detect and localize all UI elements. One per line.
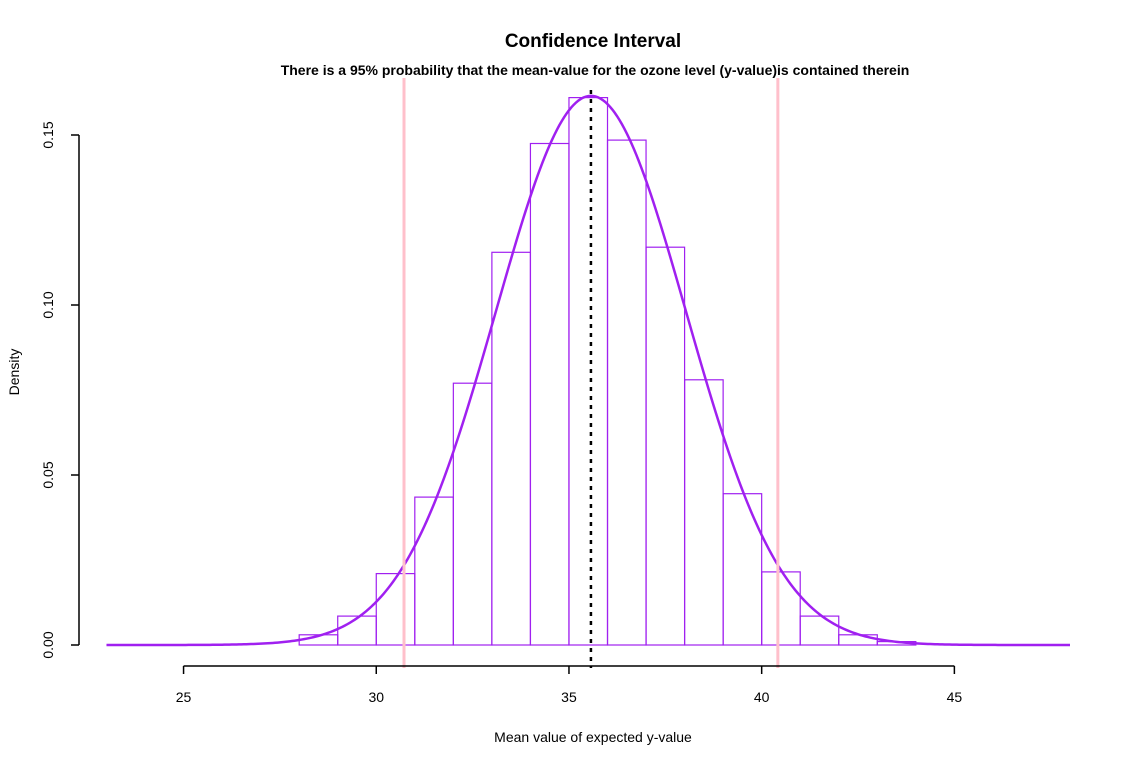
histogram-bar-12 xyxy=(761,571,801,646)
y-tick-label-0: 0.00 xyxy=(40,631,56,658)
histogram-bar-9 xyxy=(645,246,686,646)
histogram-bar-5 xyxy=(491,251,532,646)
y-tick-label-3: 0.15 xyxy=(40,121,56,148)
histogram-bar-7 xyxy=(568,96,609,646)
y-tick-label-1: 0.05 xyxy=(40,461,56,488)
histogram-bar-13 xyxy=(799,615,840,646)
histogram-bars xyxy=(298,96,917,646)
histogram-bar-8 xyxy=(606,139,647,646)
x-axis: 25 30 35 40 45 xyxy=(176,665,963,705)
x-axis-label: Mean value of expected y-value xyxy=(494,729,692,745)
x-tick-label-4: 45 xyxy=(947,689,963,705)
histogram-bar-1 xyxy=(337,615,377,646)
histogram-bar-6 xyxy=(529,142,570,646)
x-tick-label-2: 35 xyxy=(561,689,577,705)
x-tick-label-1: 30 xyxy=(368,689,384,705)
histogram-bar-2 xyxy=(375,572,416,646)
histogram-bar-3 xyxy=(414,496,454,646)
y-axis: 0.00 0.05 0.10 0.15 xyxy=(40,121,80,659)
density-curve xyxy=(106,94,1070,647)
chart-title: Confidence Interval xyxy=(505,31,681,52)
y-axis-label: Density xyxy=(6,349,22,396)
histogram-bar-4 xyxy=(452,382,493,646)
y-tick-label-2: 0.10 xyxy=(40,291,56,318)
x-tick-label-3: 40 xyxy=(754,689,770,705)
histogram-bar-11 xyxy=(722,493,763,646)
x-tick-label-0: 25 xyxy=(176,689,192,705)
chart-subtitle: There is a 95% probability that the mean… xyxy=(281,62,910,78)
histogram-bar-14 xyxy=(838,634,878,646)
